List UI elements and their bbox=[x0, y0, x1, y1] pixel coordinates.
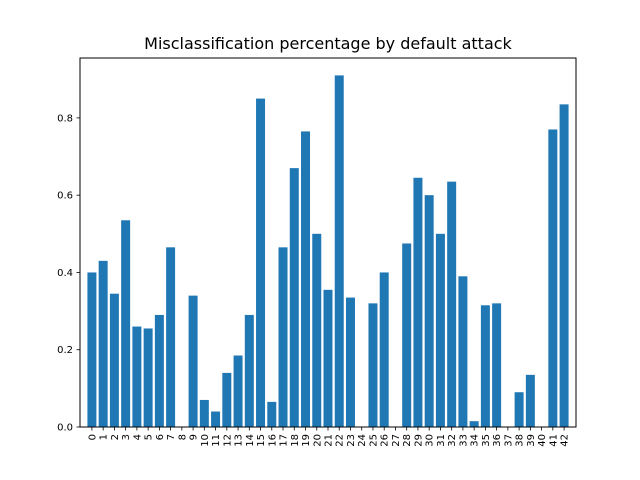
x-tick-label: 22 bbox=[335, 434, 346, 447]
bars-group bbox=[87, 75, 569, 428]
x-tick-label: 15 bbox=[256, 434, 267, 447]
bar-3 bbox=[121, 220, 131, 427]
bar-19 bbox=[301, 131, 311, 427]
x-tick-label: 10 bbox=[200, 434, 211, 447]
x-tick-label: 27 bbox=[391, 434, 402, 447]
y-tick-label: 0.0 bbox=[57, 423, 73, 434]
x-tick-label: 35 bbox=[481, 434, 492, 447]
y-tick-label: 0.4 bbox=[57, 268, 73, 279]
x-tick-label: 40 bbox=[537, 434, 548, 447]
x-tick-label: 0 bbox=[87, 434, 98, 440]
bar-1 bbox=[98, 260, 108, 427]
bar-4 bbox=[132, 326, 142, 427]
bar-18 bbox=[289, 168, 299, 427]
x-tick-label: 11 bbox=[211, 434, 222, 447]
x-tick-label: 41 bbox=[548, 434, 559, 447]
x-tick-label: 32 bbox=[447, 434, 458, 447]
bar-41 bbox=[548, 129, 558, 428]
bar-42 bbox=[559, 104, 569, 428]
bar-33 bbox=[458, 276, 468, 427]
bar-13 bbox=[233, 355, 243, 427]
bar-7 bbox=[166, 247, 176, 427]
x-tick-label: 14 bbox=[245, 434, 256, 447]
x-tick-label: 33 bbox=[458, 434, 469, 447]
x-tick-label: 13 bbox=[234, 434, 245, 447]
x-tick-label: 8 bbox=[177, 434, 188, 440]
bar-30 bbox=[424, 195, 434, 427]
x-tick-label: 12 bbox=[222, 434, 233, 447]
bar-21 bbox=[323, 289, 333, 427]
y-tick-label: 0.8 bbox=[57, 113, 73, 124]
x-tick-label: 24 bbox=[357, 434, 368, 447]
bar-12 bbox=[222, 372, 232, 427]
bar-22 bbox=[334, 75, 344, 427]
x-tick-label: 37 bbox=[503, 434, 514, 447]
x-tick-label: 3 bbox=[121, 434, 132, 440]
x-tick-label: 23 bbox=[346, 434, 357, 447]
x-tick-label: 2 bbox=[110, 434, 121, 440]
bar-2 bbox=[109, 293, 119, 427]
bar-38 bbox=[514, 392, 524, 427]
bar-29 bbox=[413, 177, 423, 427]
bar-36 bbox=[492, 303, 502, 427]
bar-15 bbox=[256, 98, 266, 427]
x-tick-label: 19 bbox=[301, 434, 312, 447]
bar-31 bbox=[435, 233, 445, 427]
x-tick-label: 7 bbox=[166, 434, 177, 440]
bar-0 bbox=[87, 272, 97, 427]
bar-10 bbox=[199, 399, 209, 427]
x-tick-label: 34 bbox=[470, 434, 481, 447]
chart-title: Misclassification percentage by default … bbox=[144, 34, 512, 53]
x-tick-label: 6 bbox=[155, 434, 166, 440]
bar-39 bbox=[525, 374, 535, 427]
bar-11 bbox=[211, 411, 221, 427]
x-tick-label: 29 bbox=[413, 434, 424, 447]
bar-5 bbox=[143, 328, 153, 427]
bar-20 bbox=[312, 233, 322, 427]
bar-35 bbox=[480, 305, 490, 427]
x-tick-label: 42 bbox=[560, 434, 571, 447]
x-tick-label: 31 bbox=[436, 434, 447, 447]
x-tick-label: 30 bbox=[425, 434, 436, 447]
x-tick-label: 36 bbox=[492, 434, 503, 447]
x-axis: 0 1 2 3 4 5 6 7 8 9 10 11 12 13 14 15 16 17 18 19 20 21 22 23 24… bbox=[87, 427, 571, 447]
bar-14 bbox=[244, 314, 254, 427]
x-tick-label: 5 bbox=[144, 434, 155, 440]
x-tick-label: 1 bbox=[99, 434, 110, 440]
x-tick-label: 20 bbox=[312, 434, 323, 447]
x-tick-label: 39 bbox=[526, 434, 537, 447]
bar-32 bbox=[447, 181, 457, 427]
bar-34 bbox=[469, 421, 479, 427]
bar-9 bbox=[188, 295, 198, 427]
bar-16 bbox=[267, 401, 277, 427]
x-tick-label: 4 bbox=[132, 434, 143, 440]
x-tick-label: 18 bbox=[290, 434, 301, 447]
y-tick-label: 0.2 bbox=[57, 345, 73, 356]
x-tick-label: 16 bbox=[267, 434, 278, 447]
x-tick-label: 26 bbox=[380, 434, 391, 447]
y-tick-label: 0.6 bbox=[57, 191, 73, 202]
bar-25 bbox=[368, 303, 378, 427]
bar-17 bbox=[278, 247, 288, 427]
bar-28 bbox=[402, 243, 412, 427]
x-tick-label: 9 bbox=[189, 434, 200, 440]
x-tick-label: 25 bbox=[368, 434, 379, 447]
x-tick-label: 28 bbox=[402, 434, 413, 447]
x-tick-label: 17 bbox=[279, 434, 290, 447]
bar-6 bbox=[154, 314, 164, 427]
bar-23 bbox=[345, 297, 355, 427]
x-tick-label: 21 bbox=[324, 434, 335, 447]
y-axis: 0.0 0.2 0.4 0.6 0.8 bbox=[57, 113, 80, 434]
bar-26 bbox=[379, 272, 389, 427]
x-tick-label: 38 bbox=[515, 434, 526, 447]
